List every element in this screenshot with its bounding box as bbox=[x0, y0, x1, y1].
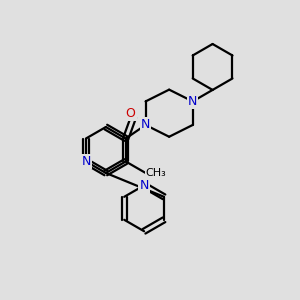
Text: N: N bbox=[140, 179, 149, 192]
Text: O: O bbox=[126, 107, 136, 121]
Text: N: N bbox=[188, 95, 197, 108]
Text: N: N bbox=[81, 155, 91, 168]
Text: CH₃: CH₃ bbox=[146, 168, 166, 178]
Text: N: N bbox=[141, 118, 150, 131]
